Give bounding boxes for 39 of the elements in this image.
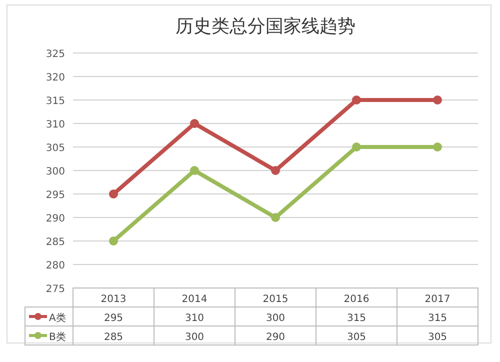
y-tick-label: 290: [46, 214, 65, 224]
point: [352, 142, 361, 152]
y-tick-label: 275: [46, 284, 65, 295]
y-tick-label: 325: [46, 49, 65, 60]
point: [433, 142, 442, 152]
y-tick-label: 280: [46, 260, 65, 272]
x-tick-label: 2015: [262, 294, 288, 305]
data-label: 315: [346, 313, 366, 324]
chart-title: 历史类总分国家线趋势: [176, 16, 356, 37]
data-label: 305: [428, 332, 448, 343]
y-tick-label: 320: [46, 72, 65, 84]
data-label: 300: [266, 313, 286, 324]
y-tick-label: 295: [46, 190, 65, 201]
point: [190, 166, 199, 175]
point: [271, 213, 280, 222]
data-label: 305: [346, 332, 366, 343]
x-tick-label: 2017: [424, 294, 450, 305]
x-tick-label: 2013: [100, 294, 126, 305]
data-label: 310: [184, 313, 204, 324]
data-label: 295: [104, 313, 124, 324]
point: [352, 96, 361, 104]
legend-label: B类: [49, 331, 66, 343]
point: [109, 190, 118, 198]
data-label: 315: [428, 313, 448, 324]
y-tick-label: 300: [46, 166, 65, 178]
y-tick-label: 285: [46, 237, 65, 248]
y-tick-label: 315: [46, 96, 65, 107]
legend-label: A类: [49, 312, 66, 324]
y-tick-label: 305: [46, 143, 65, 154]
y-tick-label: 310: [46, 120, 65, 130]
data-label: 300: [184, 332, 204, 343]
x-tick-label: 2014: [182, 294, 208, 305]
point: [271, 166, 280, 175]
data-label: 290: [266, 332, 286, 343]
data-label: 285: [104, 332, 124, 343]
point: [109, 236, 118, 246]
point: [190, 119, 199, 128]
x-tick-label: 2016: [344, 294, 370, 305]
point: [433, 96, 442, 104]
